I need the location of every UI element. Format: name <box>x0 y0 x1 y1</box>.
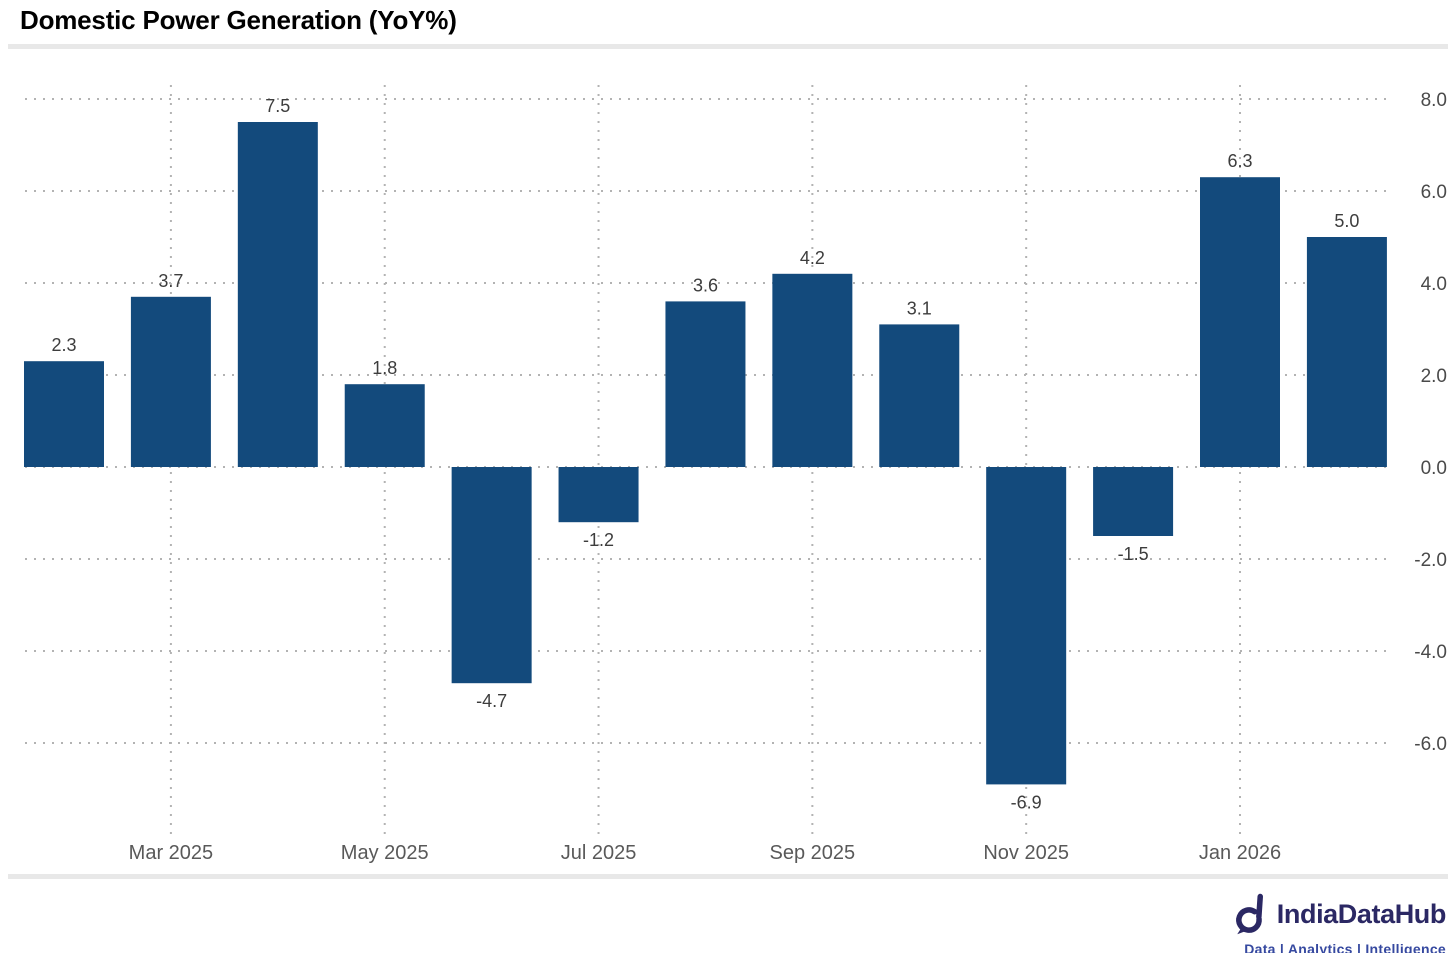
y-axis-tick-label: 8.0 <box>1421 90 1447 111</box>
y-axis-tick-label: -6.0 <box>1414 734 1447 755</box>
bar-value-label: -4.7 <box>476 691 507 711</box>
bar <box>772 273 853 467</box>
y-axis-tick-label: 4.0 <box>1421 274 1447 295</box>
y-axis-tick-label: 6.0 <box>1421 182 1447 203</box>
bar-value-label: 6.3 <box>1227 151 1252 171</box>
bar <box>130 296 211 467</box>
y-axis-tick-label: -4.0 <box>1414 642 1447 663</box>
bar-value-label: 3.1 <box>907 298 932 318</box>
x-axis-tick-label: Jan 2026 <box>1199 842 1281 864</box>
brand-name: IndiaDataHub <box>1276 898 1447 929</box>
bar-value-label: -6.9 <box>1011 792 1042 812</box>
bar-chart: 8.0 6.0 4.0 2.0 0.0 -2.0 -4.0 -6.0 Mar 2025 May 2… <box>24 85 1447 864</box>
bar <box>1306 237 1387 467</box>
x-axis-tick-label: Sep 2025 <box>770 842 856 864</box>
bar <box>24 361 104 467</box>
footer-divider <box>8 874 1448 879</box>
y-axis-tick-label: 2.0 <box>1421 366 1447 387</box>
chart-title: Domestic Power Generation (YoY%) <box>20 5 457 35</box>
bar-value-label: -1.2 <box>583 530 614 550</box>
bar-value-label: 2.3 <box>51 335 76 355</box>
title-divider <box>8 44 1448 49</box>
bar-value-label: 3.6 <box>693 275 718 295</box>
bar <box>665 301 746 467</box>
y-axis-tick-label: -2.0 <box>1414 550 1447 571</box>
brand-logo: IndiaDataHub Data | Analytics | Intellig… <box>1233 891 1446 953</box>
bar <box>237 122 318 467</box>
x-axis-tick-label: Mar 2025 <box>129 842 214 864</box>
bar-value-label: -1.5 <box>1118 544 1149 564</box>
brand-logo-row: IndiaDataHub <box>1233 891 1446 937</box>
bar-value-label: 5.0 <box>1334 211 1359 231</box>
x-axis-tick-label: Jul 2025 <box>561 842 637 864</box>
indiadatahub-logo-icon <box>1235 893 1263 935</box>
bar-value-label: 3.7 <box>158 271 183 291</box>
x-axis-tick-label: Nov 2025 <box>983 842 1069 864</box>
bar <box>1093 467 1174 536</box>
bar <box>344 384 425 467</box>
bar <box>1200 177 1280 467</box>
x-axis-tick-label: May 2025 <box>341 842 429 864</box>
bar-value-label: 1.8 <box>372 358 397 378</box>
bar <box>558 467 639 523</box>
bar <box>986 467 1067 785</box>
y-axis-tick-label: 0.0 <box>1421 458 1447 479</box>
bar <box>879 324 960 467</box>
bar <box>451 467 532 684</box>
brand-tagline: Data | Analytics | Intelligence <box>1244 941 1446 953</box>
bar-value-label: 7.5 <box>265 96 290 116</box>
bar-value-label: 4.2 <box>800 248 825 268</box>
